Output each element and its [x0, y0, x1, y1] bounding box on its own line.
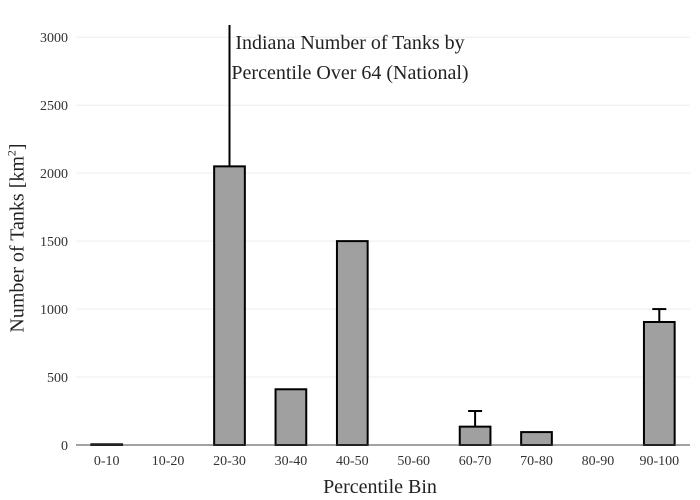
- y-tick-label: 0: [61, 439, 68, 454]
- bar: [335, 240, 369, 446]
- y-tick-label: 3000: [40, 31, 68, 46]
- bar: [274, 388, 308, 447]
- y-tick-label: 2000: [40, 167, 68, 182]
- chart-title-line-1: Indiana Number of Tanks by: [235, 32, 465, 54]
- x-tick-label: 40-50: [336, 454, 369, 469]
- bar: [642, 320, 676, 447]
- y-tick-label: 2500: [40, 99, 68, 114]
- y-tick-label: 1500: [40, 235, 68, 250]
- x-tick-label: 60-70: [459, 454, 492, 469]
- bar: [458, 425, 492, 446]
- bar: [213, 165, 246, 446]
- chart-title-line-2: Percentile Over 64 (National): [231, 62, 469, 84]
- x-tick-label: 30-40: [275, 454, 308, 469]
- y-axis-label-close: ]: [6, 143, 29, 151]
- y-axis-label-text: Number of Tanks [km: [6, 156, 29, 333]
- x-tick-label: 50-60: [397, 454, 430, 469]
- x-tick-label: 90-100: [639, 454, 679, 469]
- x-tick-label: 80-90: [582, 454, 615, 469]
- x-tick-label: 20-30: [213, 454, 246, 469]
- y-axis-label-superscript: 2: [4, 150, 19, 157]
- y-tick-label: 500: [47, 371, 68, 386]
- bar: [520, 431, 553, 446]
- x-tick-label: 0-10: [94, 454, 120, 469]
- y-axis-label: Number of Tanks [km2]: [5, 143, 30, 332]
- x-tick-label: 70-80: [520, 454, 553, 469]
- y-tick-label: 1000: [40, 303, 68, 318]
- x-axis-label: Percentile Bin: [323, 476, 437, 498]
- x-tick-label: 10-20: [152, 454, 185, 469]
